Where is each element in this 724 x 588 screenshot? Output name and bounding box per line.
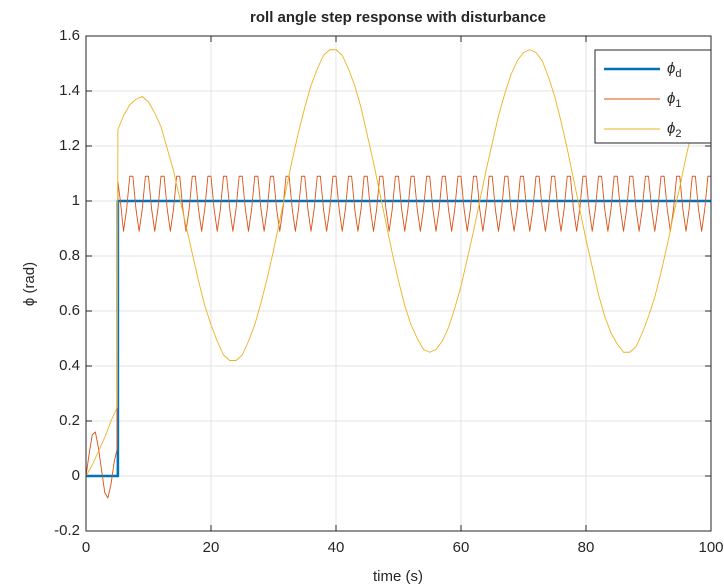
y-tick-label: 0.8	[59, 247, 80, 264]
y-tick-label: 0.2	[59, 412, 80, 429]
x-tick-label: 60	[453, 539, 470, 556]
x-tick-label: 0	[82, 539, 90, 556]
x-tick-label: 80	[578, 539, 595, 556]
x-axis-label: time (s)	[373, 568, 423, 585]
x-tick-label: 20	[203, 539, 220, 556]
legend-label: ϕd	[667, 60, 681, 80]
series-line	[86, 49, 711, 477]
y-tick-label: 1.2	[59, 137, 80, 154]
y-tick-label: 1.4	[59, 82, 80, 99]
x-tick-label: 100	[698, 539, 723, 556]
x-tick-label: 40	[328, 539, 345, 556]
legend-label: ϕ2	[667, 120, 681, 140]
y-axis-label: ϕ (rad)	[21, 262, 38, 306]
legend-box	[594, 49, 712, 144]
y-tick-label: -0.2	[54, 522, 80, 539]
series-line	[86, 175, 711, 499]
y-tick-label: 0.6	[59, 302, 80, 319]
chart-title: roll angle step response with disturbanc…	[250, 9, 546, 26]
axes-box	[85, 35, 712, 532]
y-tick-label: 1.6	[59, 27, 80, 44]
y-tick-label: 0.4	[59, 357, 80, 374]
y-tick-label: 0	[72, 467, 80, 484]
legend-label: ϕ1	[667, 90, 681, 110]
y-tick-label: 1	[72, 192, 80, 209]
